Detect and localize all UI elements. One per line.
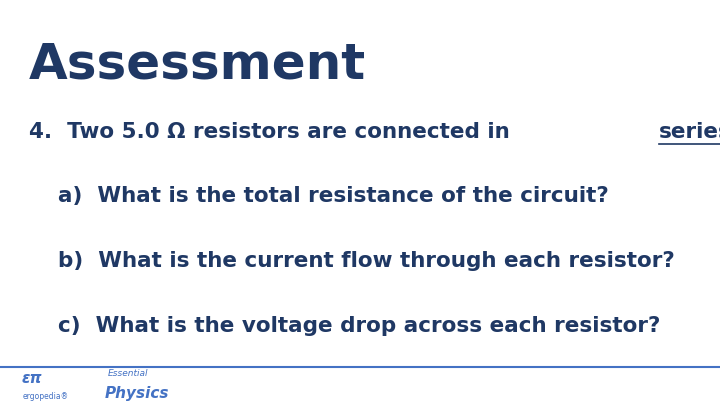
Text: a)  What is the total resistance of the circuit?: a) What is the total resistance of the c… (58, 186, 608, 206)
Text: b)  What is the current flow through each resistor?: b) What is the current flow through each… (58, 251, 675, 271)
Text: 4.  Two 5.0 Ω resistors are connected in: 4. Two 5.0 Ω resistors are connected in (29, 122, 517, 141)
Text: series: series (659, 122, 720, 141)
Text: Physics: Physics (104, 386, 169, 401)
Text: Essential: Essential (108, 369, 148, 377)
Text: c)  What is the voltage drop across each resistor?: c) What is the voltage drop across each … (58, 316, 660, 336)
Text: επ: επ (22, 371, 42, 386)
Text: Assessment: Assessment (29, 40, 366, 89)
Text: ergopedia®: ergopedia® (22, 392, 68, 401)
